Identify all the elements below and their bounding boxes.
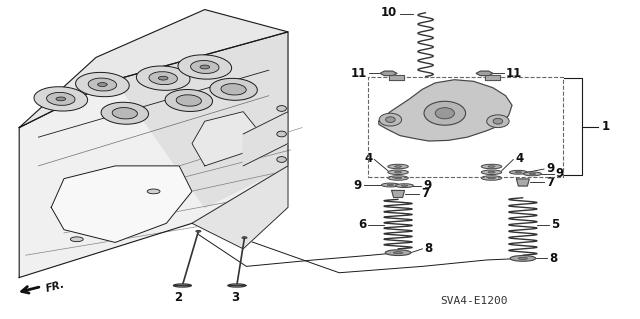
Ellipse shape	[394, 177, 402, 179]
Ellipse shape	[424, 101, 466, 125]
Ellipse shape	[435, 108, 454, 119]
Ellipse shape	[70, 237, 83, 242]
Ellipse shape	[394, 166, 402, 167]
Ellipse shape	[388, 164, 408, 169]
Ellipse shape	[210, 78, 257, 100]
Ellipse shape	[394, 252, 403, 254]
Polygon shape	[516, 179, 529, 186]
Text: 6: 6	[358, 219, 366, 231]
Polygon shape	[380, 71, 397, 76]
Text: 9: 9	[423, 179, 431, 192]
Ellipse shape	[88, 78, 116, 91]
Ellipse shape	[242, 237, 247, 239]
Ellipse shape	[385, 250, 411, 256]
Text: 4: 4	[515, 152, 524, 165]
Ellipse shape	[481, 170, 502, 174]
Ellipse shape	[34, 87, 88, 111]
Ellipse shape	[394, 172, 402, 173]
Ellipse shape	[173, 284, 191, 287]
Ellipse shape	[191, 61, 219, 73]
Bar	[368, 77, 563, 177]
Text: 10: 10	[381, 6, 397, 19]
Ellipse shape	[396, 184, 413, 188]
Ellipse shape	[488, 177, 495, 179]
Ellipse shape	[518, 257, 527, 259]
Ellipse shape	[379, 113, 402, 126]
Text: 3: 3	[232, 291, 239, 304]
Ellipse shape	[149, 72, 177, 85]
Ellipse shape	[221, 84, 246, 95]
Ellipse shape	[509, 170, 527, 174]
Ellipse shape	[228, 284, 246, 287]
Ellipse shape	[385, 117, 396, 122]
Polygon shape	[19, 10, 288, 128]
Polygon shape	[192, 112, 256, 166]
Ellipse shape	[524, 172, 541, 176]
Text: 9: 9	[546, 162, 554, 175]
Polygon shape	[485, 75, 500, 80]
Ellipse shape	[387, 184, 394, 186]
Ellipse shape	[47, 93, 75, 105]
Ellipse shape	[488, 166, 495, 167]
Ellipse shape	[101, 102, 148, 124]
Text: FR.: FR.	[45, 279, 66, 293]
Ellipse shape	[244, 237, 245, 238]
Polygon shape	[51, 166, 192, 242]
Text: 11: 11	[506, 67, 522, 80]
Ellipse shape	[388, 176, 408, 180]
Ellipse shape	[515, 172, 522, 173]
Text: 5: 5	[551, 219, 559, 231]
Polygon shape	[243, 112, 288, 166]
Ellipse shape	[277, 157, 287, 162]
Polygon shape	[476, 71, 493, 76]
Ellipse shape	[158, 76, 168, 80]
Text: 11: 11	[351, 67, 367, 80]
Ellipse shape	[76, 72, 129, 97]
Ellipse shape	[165, 90, 212, 111]
Ellipse shape	[176, 95, 202, 106]
Ellipse shape	[198, 231, 199, 232]
Ellipse shape	[136, 66, 190, 90]
Polygon shape	[115, 32, 288, 207]
Text: 1: 1	[602, 120, 610, 133]
Ellipse shape	[510, 256, 536, 261]
Polygon shape	[392, 190, 404, 197]
Ellipse shape	[277, 106, 287, 111]
Text: SVA4-E1200: SVA4-E1200	[440, 296, 508, 307]
Ellipse shape	[277, 131, 287, 137]
Polygon shape	[379, 80, 512, 141]
Ellipse shape	[487, 115, 509, 128]
Text: 9: 9	[353, 179, 362, 191]
Text: 7: 7	[546, 176, 554, 189]
Ellipse shape	[381, 183, 399, 187]
Polygon shape	[389, 75, 404, 80]
Ellipse shape	[493, 118, 503, 124]
Ellipse shape	[196, 230, 201, 232]
Ellipse shape	[56, 97, 65, 101]
Polygon shape	[19, 32, 288, 278]
Polygon shape	[192, 166, 288, 249]
Ellipse shape	[529, 173, 536, 174]
Ellipse shape	[401, 185, 408, 186]
Ellipse shape	[112, 108, 138, 119]
Text: 2: 2	[174, 291, 182, 304]
Ellipse shape	[178, 55, 232, 79]
Ellipse shape	[147, 189, 160, 194]
Ellipse shape	[481, 164, 502, 169]
Text: 4: 4	[364, 152, 372, 165]
Ellipse shape	[200, 65, 210, 69]
Ellipse shape	[388, 170, 408, 174]
Text: 8: 8	[549, 252, 557, 265]
Ellipse shape	[481, 176, 502, 180]
Text: 8: 8	[424, 242, 433, 255]
Text: 9: 9	[556, 167, 564, 180]
Ellipse shape	[98, 83, 108, 86]
Ellipse shape	[488, 172, 495, 173]
Text: 7: 7	[421, 188, 429, 200]
